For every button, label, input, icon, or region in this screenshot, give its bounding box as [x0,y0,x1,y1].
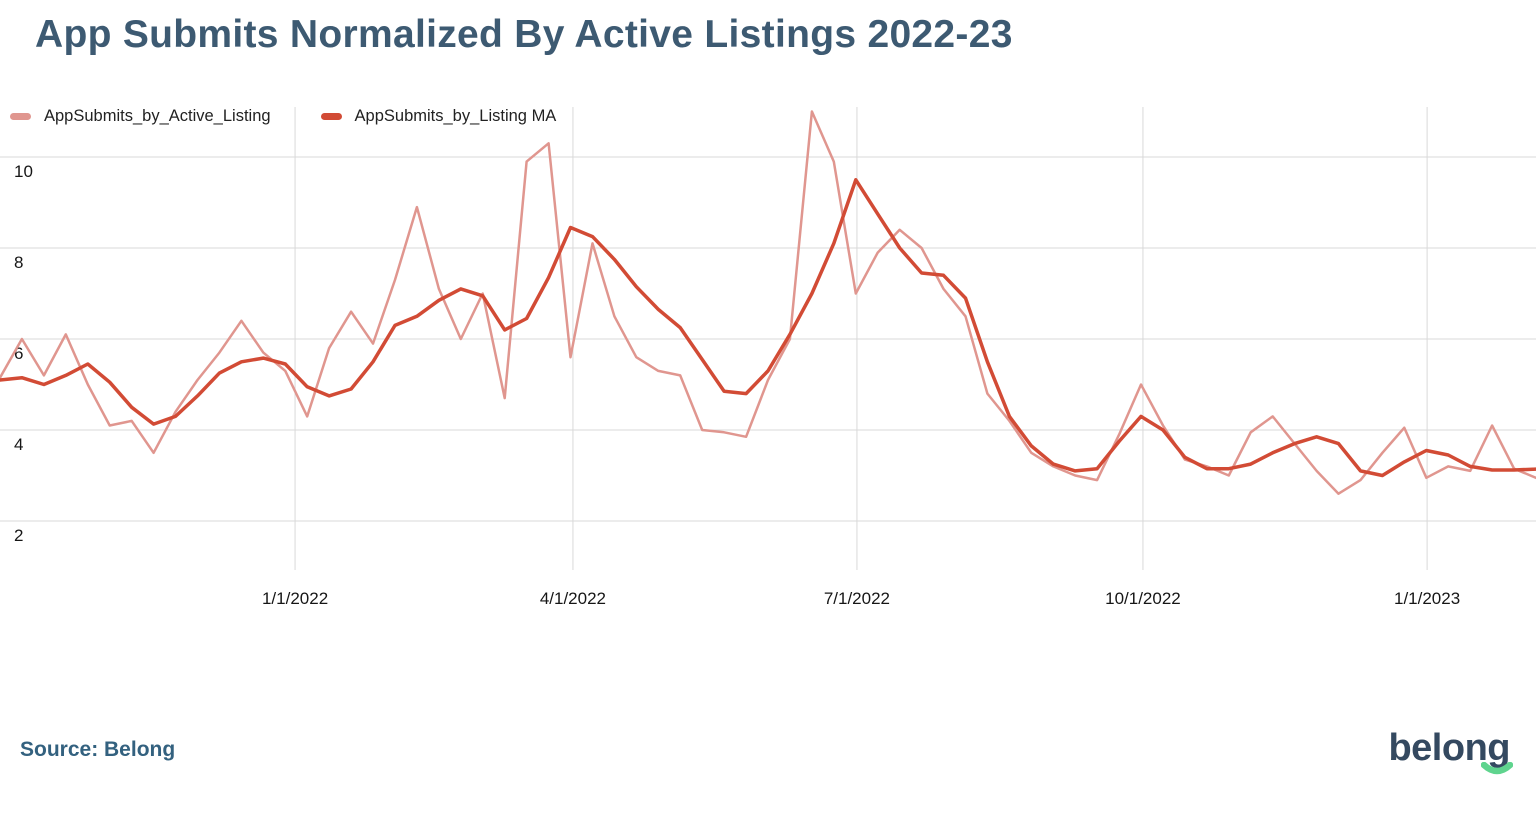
legend-swatch-pink [10,113,31,120]
legend-label: AppSubmits_by_Listing MA [354,107,557,125]
y-axis-tick-label: 2 [14,526,23,545]
belong-logo-word: belong [1388,727,1510,769]
y-axis-tick-label: 6 [14,344,23,363]
line-chart: 10 8 6 4 2 1/1/2022 4/1/2022 7/1/2022 10/1/2022 1… [0,107,1536,608]
series-line-appsubmits-by-active-listing [0,110,1536,495]
belong-logo: belong [1388,727,1513,775]
y-axis-tick-label: 4 [14,435,23,454]
chart-legend: AppSubmits_by_Active_Listing AppSubmits_… [10,107,556,126]
x-axis-tick-label: 1/1/2022 [262,589,328,608]
legend-item-listing-ma: AppSubmits_by_Listing MA [320,107,557,126]
logo-smile-icon [1481,762,1513,775]
x-axis-tick-label: 7/1/2022 [824,589,890,608]
legend-item-active-listing: AppSubmits_by_Active_Listing [10,107,271,126]
legend-swatch-red [320,113,342,120]
x-axis-tick-label: 1/1/2023 [1394,589,1460,608]
series-line-appsubmits-ma [0,178,1536,478]
x-axis-tick-label: 4/1/2022 [540,589,606,608]
x-axis-tick-label: 10/1/2022 [1105,589,1181,608]
y-axis-tick-label: 10 [14,162,33,181]
source-attribution: Source: Belong [20,738,176,761]
page-title: App Submits Normalized By Active Listing… [35,13,1013,56]
belong-logo-text: belong [1388,727,1513,775]
legend-label: AppSubmits_by_Active_Listing [44,107,271,125]
y-axis-tick-label: 8 [14,253,23,272]
